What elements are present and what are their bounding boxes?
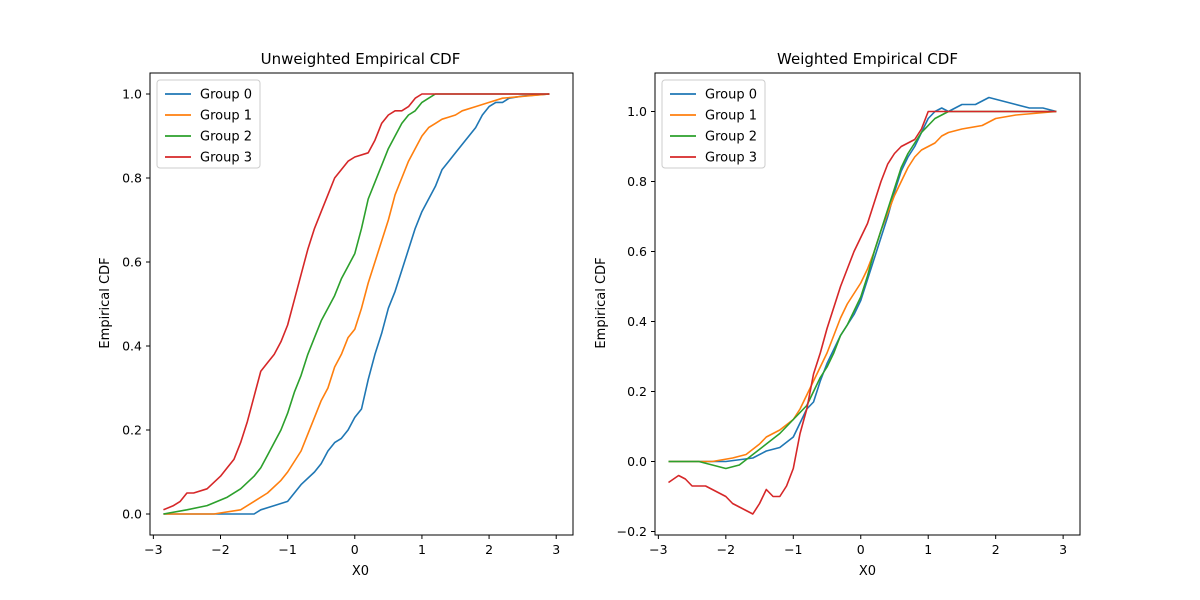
y-tick-label: 0.6 xyxy=(122,255,142,270)
y-tick-label: 0.2 xyxy=(122,423,142,438)
series-line-group-3 xyxy=(163,93,550,511)
x-tick-label: 1 xyxy=(924,542,932,557)
weighted-cdf-panel: Weighted Empirical CDF X0 Empirical CDF … xyxy=(594,50,1081,579)
x-axis-label: X0 xyxy=(352,564,369,579)
x-tick-label: 0 xyxy=(857,542,865,557)
y-tick-label: 1.0 xyxy=(627,104,647,119)
y-tick-label: 0.4 xyxy=(122,339,142,354)
x-tick-label: −1 xyxy=(784,542,802,557)
legend: Group 0 Group 1 Group 2 Group 3 xyxy=(156,79,261,169)
y-tick-label: 0.0 xyxy=(627,454,647,469)
x-tick-label: 0 xyxy=(351,542,359,557)
y-tick-label: 0.4 xyxy=(627,314,647,329)
series-line-group-0 xyxy=(163,93,550,515)
legend: Group 0 Group 1 Group 2 Group 3 xyxy=(661,79,766,169)
x-tick-label: 2 xyxy=(992,542,1000,557)
y-axis-label: Empirical CDF xyxy=(594,257,609,348)
y-tick-label: −0.2 xyxy=(617,524,647,539)
series-line-group-2 xyxy=(668,110,1057,470)
x-tick-label: −3 xyxy=(144,542,162,557)
series-line-group-1 xyxy=(668,110,1057,463)
legend-label-group-3: Group 3 xyxy=(705,151,757,166)
x-tick-label: −2 xyxy=(211,542,229,557)
x-tick-label: −2 xyxy=(717,542,735,557)
legend-box xyxy=(661,79,766,169)
y-axis-label: Empirical CDF xyxy=(98,257,113,348)
y-tick-label: 1.0 xyxy=(122,87,142,102)
x-tick-label: 3 xyxy=(1059,542,1067,557)
legend-label-group-1: Group 1 xyxy=(705,109,757,124)
series-line-group-3 xyxy=(668,110,1057,515)
x-tick-label: −1 xyxy=(278,542,296,557)
x-tick-label: 3 xyxy=(552,542,560,557)
series-line-group-0 xyxy=(668,96,1057,463)
series-line-group-2 xyxy=(163,93,550,515)
x-tick-label: −3 xyxy=(649,542,667,557)
legend-label-group-0: Group 0 xyxy=(705,88,757,103)
panel-title: Unweighted Empirical CDF xyxy=(261,50,461,68)
axes-frame xyxy=(654,72,1081,536)
y-tick-label: 0.8 xyxy=(122,171,142,186)
series-line-group-1 xyxy=(163,93,550,515)
x-tick-label: 1 xyxy=(418,542,426,557)
y-tick-label: 0.6 xyxy=(627,244,647,259)
y-tick-label: 0.0 xyxy=(122,507,142,522)
legend-box xyxy=(156,79,261,169)
legend-label-group-0: Group 0 xyxy=(200,88,252,103)
legend-label-group-3: Group 3 xyxy=(200,151,252,166)
x-axis-label: X0 xyxy=(859,564,876,579)
legend-label-group-2: Group 2 xyxy=(705,130,757,145)
axes-frame xyxy=(149,72,574,536)
y-tick-label: 0.8 xyxy=(627,174,647,189)
legend-label-group-2: Group 2 xyxy=(200,130,252,145)
y-tick-label: 0.2 xyxy=(627,384,647,399)
x-tick-label: 2 xyxy=(485,542,493,557)
legend-label-group-1: Group 1 xyxy=(200,109,252,124)
unweighted-cdf-panel: Unweighted Empirical CDF X0 Empirical CD… xyxy=(98,50,574,579)
panel-title: Weighted Empirical CDF xyxy=(777,50,958,68)
